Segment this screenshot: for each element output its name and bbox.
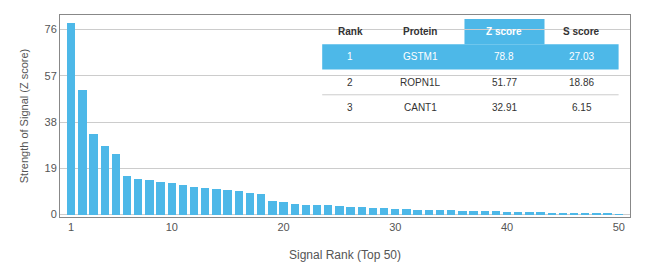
svg-text:19: 19 [45, 162, 57, 174]
svg-text:Signal Rank (Top 50): Signal Rank (Top 50) [289, 248, 401, 262]
svg-text:30: 30 [389, 221, 401, 233]
svg-text:ROPN1L: ROPN1L [400, 77, 440, 88]
svg-text:27.03: 27.03 [569, 51, 594, 62]
svg-text:2: 2 [347, 77, 353, 88]
svg-text:CANT1: CANT1 [404, 102, 437, 113]
svg-text:Z score: Z score [486, 26, 522, 37]
svg-text:20: 20 [277, 221, 289, 233]
svg-text:76: 76 [45, 23, 57, 35]
svg-text:40: 40 [501, 221, 513, 233]
svg-text:Rank: Rank [338, 26, 363, 37]
svg-text:0: 0 [51, 208, 57, 220]
svg-text:51.77: 51.77 [492, 77, 517, 88]
svg-text:1: 1 [347, 51, 353, 62]
svg-text:57: 57 [45, 70, 57, 82]
svg-text:32.91: 32.91 [492, 102, 517, 113]
svg-text:Strength of Signal (Z score): Strength of Signal (Z score) [18, 49, 30, 184]
svg-text:GSTM1: GSTM1 [403, 51, 438, 62]
svg-text:78.8: 78.8 [494, 51, 514, 62]
svg-text:10: 10 [166, 221, 178, 233]
svg-text:50: 50 [613, 221, 625, 233]
svg-text:38: 38 [45, 116, 57, 128]
svg-text:18.86: 18.86 [569, 77, 594, 88]
svg-text:Protein: Protein [403, 26, 437, 37]
svg-text:1: 1 [68, 221, 74, 233]
svg-text:S score: S score [563, 26, 600, 37]
svg-text:3: 3 [347, 102, 353, 113]
svg-text:6.15: 6.15 [572, 102, 592, 113]
